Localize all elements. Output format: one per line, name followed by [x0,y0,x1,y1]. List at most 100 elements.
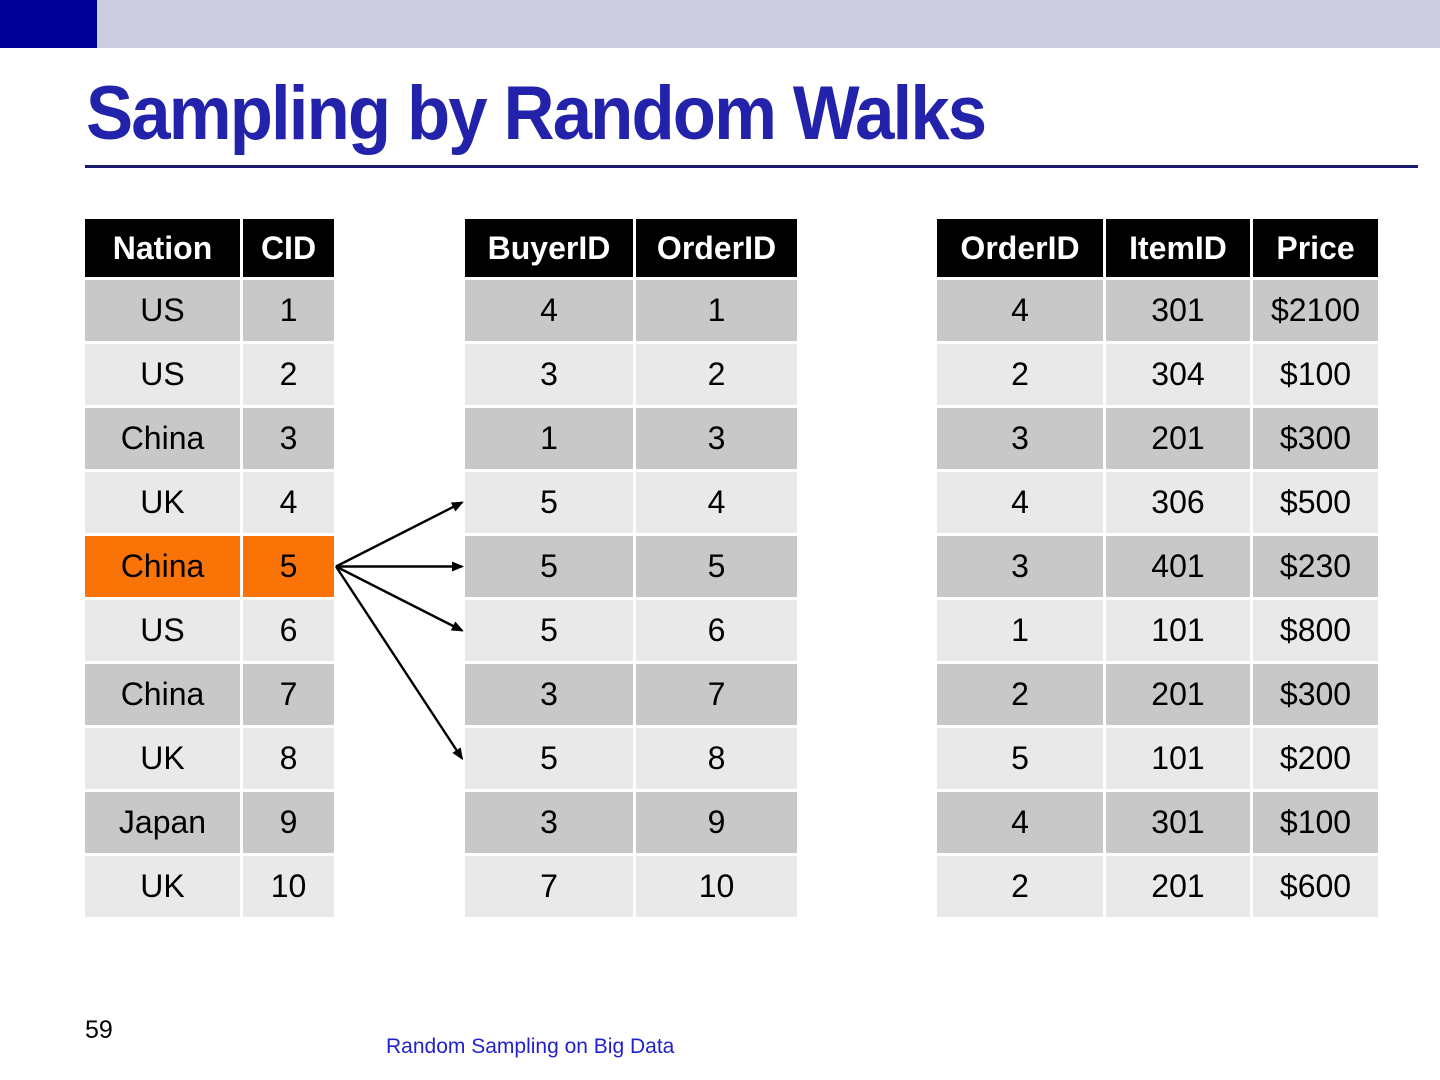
customers-header-cell: CID [243,219,334,277]
title-underline [85,165,1418,168]
table-cell: China [85,408,240,469]
table-cell: $2100 [1253,280,1378,341]
page-title: Sampling by Random Walks [86,71,987,156]
walk-arrow [335,501,464,568]
table-cell: 3 [937,536,1103,597]
table-cell: UK [85,856,240,917]
table-cell: $500 [1253,472,1378,533]
order-items-table: OrderID ItemID Price 4 301 $2100 2 304 $100 3 201 $… [937,219,1378,917]
table-cell: 1 [937,600,1103,661]
customers-row: US 6 [85,600,334,661]
customers-row: UK 4 [85,472,334,533]
table-cell: 2 [636,344,797,405]
customers-table: Nation CID US 1 US 2 China 3 UK 4 China 5 US 6 China 7 U… [85,219,334,917]
table-cell: 4 [636,472,797,533]
customers-row: Japan 9 [85,792,334,853]
table-cell: 6 [243,600,334,661]
order_items-header-cell: OrderID [937,219,1103,277]
table-cell: 2 [243,344,334,405]
table-cell: 201 [1106,856,1250,917]
order_items-row: 3 401 $230 [937,536,1378,597]
table-cell: 101 [1106,600,1250,661]
order_items-row: 1 101 $800 [937,600,1378,661]
table-cell: 2 [937,856,1103,917]
table-cell: US [85,600,240,661]
table-cell: 1 [465,408,633,469]
table-cell: 5 [465,600,633,661]
customers-header-row: Nation CID [85,219,334,277]
order_items-row: 2 201 $600 [937,856,1378,917]
table-cell: 6 [636,600,797,661]
order_items-row: 4 306 $500 [937,472,1378,533]
customers-header-cell: Nation [85,219,240,277]
table-cell: 8 [243,728,334,789]
table-cell: 306 [1106,472,1250,533]
table-cell: 9 [243,792,334,853]
orders-header-row: BuyerID OrderID [465,219,797,277]
order_items-row: 5 101 $200 [937,728,1378,789]
table-cell: 304 [1106,344,1250,405]
walk-arrow [334,565,464,761]
order_items-header-cell: ItemID [1106,219,1250,277]
customers-row: China 5 [85,536,334,597]
table-cell: 4 [937,472,1103,533]
table-cell: 5 [465,728,633,789]
table-cell: 4 [465,280,633,341]
table-cell: 401 [1106,536,1250,597]
order_items-row: 2 201 $300 [937,664,1378,725]
table-cell: 5 [243,536,334,597]
order_items-header-cell: Price [1253,219,1378,277]
table-cell: $200 [1253,728,1378,789]
table-cell: 4 [937,792,1103,853]
table-cell: $100 [1253,344,1378,405]
table-cell: China [85,664,240,725]
order_items-row: 4 301 $100 [937,792,1378,853]
table-cell: 201 [1106,664,1250,725]
customers-row: UK 10 [85,856,334,917]
page-number: 59 [85,1016,113,1044]
table-cell: Japan [85,792,240,853]
table-cell: 301 [1106,792,1250,853]
customers-row: China 7 [85,664,334,725]
table-cell: UK [85,728,240,789]
walk-arrow [335,565,464,632]
table-cell: 1 [243,280,334,341]
orders-table: BuyerID OrderID 4 1 3 2 1 3 5 4 5 5 5 6 3 7 5 8 3 9 7 10 [465,219,797,917]
customers-row: China 3 [85,408,334,469]
order_items-header-row: OrderID ItemID Price [937,219,1378,277]
table-cell: $300 [1253,408,1378,469]
table-cell: US [85,344,240,405]
order_items-row: 2 304 $100 [937,344,1378,405]
customers-row: UK 8 [85,728,334,789]
table-cell: 3 [937,408,1103,469]
table-cell: 10 [636,856,797,917]
table-cell: 101 [1106,728,1250,789]
table-cell: UK [85,472,240,533]
table-cell: $300 [1253,664,1378,725]
table-cell: 3 [465,792,633,853]
orders-header-cell: BuyerID [465,219,633,277]
table-cell: 3 [465,664,633,725]
table-cell: 5 [465,536,633,597]
footer-title: Random Sampling on Big Data [386,1035,675,1058]
table-cell: 3 [636,408,797,469]
table-cell: 301 [1106,280,1250,341]
orders-header-cell: OrderID [636,219,797,277]
table-cell: 8 [636,728,797,789]
table-cell: 2 [937,344,1103,405]
order_items-row: 4 301 $2100 [937,280,1378,341]
table-cell: 3 [465,344,633,405]
table-cell: 201 [1106,408,1250,469]
table-cell: China [85,536,240,597]
table-cell: 7 [636,664,797,725]
table-cell: 5 [937,728,1103,789]
